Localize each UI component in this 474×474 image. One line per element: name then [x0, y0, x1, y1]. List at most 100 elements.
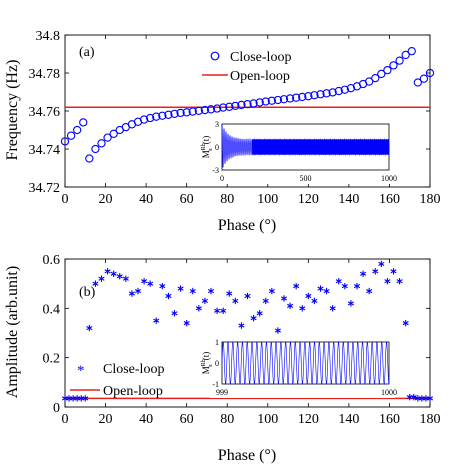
close-loop-point [188, 107, 197, 116]
close-loop-point [317, 285, 324, 292]
panel-b-label: (b) [79, 285, 96, 300]
close-loop-point [243, 100, 252, 109]
panel-a-legend: Close-loop Open-loop [175, 45, 327, 85]
close-loop-point [128, 290, 135, 297]
asterisk-stroke [287, 303, 294, 308]
asterisk-stroke [189, 288, 196, 294]
panel-a: 0 20 40 60 80 100 120 140 160 180 34.72 34.74 34.76 3… [4, 29, 441, 234]
close-loop-point [226, 290, 233, 297]
close-loop-point [207, 287, 215, 295]
inset-y-tick-label: -3 [212, 166, 219, 175]
x-tick-label: 160 [379, 192, 400, 207]
close-loop-point [425, 68, 435, 78]
close-loop-point [177, 285, 184, 292]
asterisk-stroke [280, 296, 288, 301]
asterisk-stroke [134, 288, 142, 294]
close-loop-point [153, 317, 160, 324]
close-loop-point [195, 305, 202, 312]
close-loop-point [389, 61, 398, 70]
asterisk-stroke [390, 269, 397, 274]
asterisk-stroke [341, 284, 348, 289]
inset-y-axis-label: MRbx (t) [201, 136, 214, 159]
close-loop-point [287, 302, 294, 310]
close-loop-point [152, 112, 161, 121]
asterisk-stroke [110, 271, 117, 276]
x-tick-label: 0 [62, 192, 69, 207]
close-loop-point [383, 66, 392, 75]
close-loop-point [390, 268, 397, 275]
inset-x-tick-label: 1000 [381, 174, 397, 183]
x-tick-label: 60 [180, 192, 194, 207]
close-loop-point [407, 47, 416, 56]
close-loop-point [231, 101, 240, 111]
y-tick-label: 34.76 [29, 105, 61, 120]
close-loop-point [328, 88, 337, 97]
y-tick-label: 0 [53, 401, 60, 416]
close-loop-point [322, 89, 331, 98]
close-loop-point [346, 84, 356, 93]
close-loop-point [329, 305, 336, 312]
close-loop-point [285, 94, 295, 103]
inset-y-axis-label: MRbx (t) [201, 352, 214, 375]
x-tick-label: 20 [99, 192, 113, 207]
panel-a-data-marks [60, 47, 435, 163]
close-loop-point [206, 105, 216, 114]
asterisk-stroke [238, 323, 245, 328]
asterisk-stroke [402, 321, 409, 326]
panel-b-axes [64, 258, 431, 408]
x-tick-label: 80 [220, 192, 234, 207]
asterisk-stroke [396, 279, 403, 284]
y-tick-label: 0.6 [43, 253, 61, 268]
close-loop-point [250, 315, 257, 322]
asterisk-stroke [268, 288, 275, 294]
close-loop-point [292, 93, 301, 102]
close-loop-point [200, 105, 210, 115]
close-loop-point [298, 92, 307, 102]
close-loop-point [73, 125, 82, 135]
y-tick-label: 34.8 [36, 29, 61, 44]
asterisk-stroke [372, 269, 379, 274]
asterisk-stroke [353, 284, 361, 289]
asterisk-stroke [159, 284, 166, 289]
close-loop-point [273, 95, 283, 105]
panel-a-legend-box [175, 45, 327, 85]
close-loop-point [371, 73, 380, 83]
close-loop-point [244, 292, 251, 300]
asterisk-stroke [165, 293, 172, 299]
x-tick-label: 100 [257, 192, 278, 207]
close-loop-point [365, 77, 374, 86]
x-tick-label: 100 [257, 412, 278, 427]
asterisk-stroke [384, 279, 391, 284]
close-loop-point [98, 275, 105, 282]
close-loop-point [341, 282, 348, 290]
y-tick-label: 0.4 [43, 302, 61, 317]
asterisk-stroke [177, 286, 184, 291]
asterisk-stroke [141, 279, 148, 284]
close-loop-point [103, 133, 112, 142]
close-loop-point [268, 287, 275, 295]
close-loop-point [158, 111, 167, 120]
x-tick-label: 140 [338, 192, 359, 207]
panel-a-y-axis-label: Frequency (Hz) [4, 60, 21, 161]
close-loop-point [340, 85, 349, 94]
x-tick-label: 120 [298, 412, 319, 427]
inset-y-label-sup: Rb [201, 359, 207, 366]
close-loop-point [97, 139, 106, 148]
asterisk-stroke [317, 286, 324, 291]
inset-y-label-sup: Rb [201, 143, 207, 150]
panel-b-legend: * Close-loop Open-loop [70, 362, 164, 399]
close-loop-point [279, 95, 289, 104]
close-loop-point [360, 270, 367, 277]
inset-y-tick-label: -1 [212, 380, 219, 389]
panel-b: 0 20 40 60 80 100 120 140 160 180 0 0.2 0.4 0.6 (b) P… [4, 253, 441, 464]
panel-b-tick-labels: 0 20 40 60 80 100 120 140 160 180 0 0.2 0.4 0.6 [43, 253, 441, 427]
close-loop-point [255, 98, 264, 107]
inset-y-label-sub: x [208, 364, 214, 367]
close-loop-point [419, 74, 429, 83]
asterisk-stroke [183, 321, 190, 326]
close-loop-point [396, 278, 403, 285]
asterisk-stroke [226, 291, 233, 296]
close-loop-point [104, 268, 111, 275]
asterisk-stroke [153, 318, 160, 323]
legend-open-loop-label: Open-loop [103, 384, 163, 399]
